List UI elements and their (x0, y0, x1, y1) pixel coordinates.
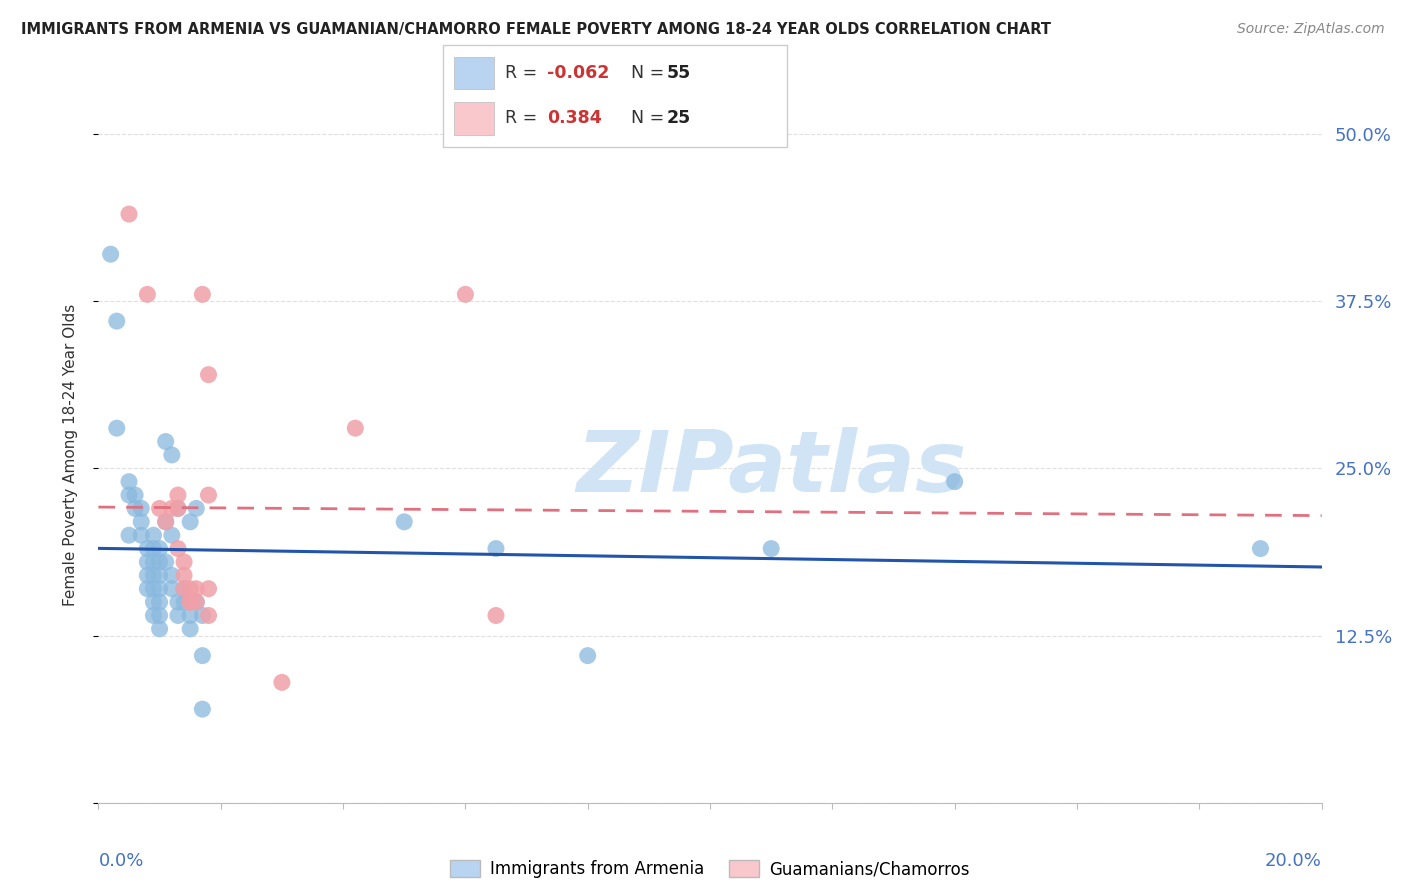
Point (454, 287, 477, 301)
Point (197, 582, 219, 596)
Point (167, 501, 190, 516)
Text: ZIPatlas: ZIPatlas (576, 427, 966, 510)
Point (149, 541, 172, 556)
Point (167, 541, 190, 556)
Point (186, 595, 208, 609)
Point (149, 595, 172, 609)
Point (142, 555, 165, 569)
Point (136, 541, 159, 556)
Text: N =: N = (620, 64, 669, 82)
Point (118, 475, 141, 489)
Point (173, 582, 195, 596)
Point (155, 515, 177, 529)
Point (149, 622, 172, 636)
Point (142, 595, 165, 609)
Point (186, 501, 208, 516)
Point (136, 568, 159, 582)
Point (167, 608, 190, 623)
Point (576, 648, 599, 663)
Point (160, 568, 183, 582)
Point (270, 675, 292, 690)
Point (179, 582, 201, 596)
Text: R =: R = (505, 64, 543, 82)
Point (344, 421, 367, 435)
Point (142, 608, 165, 623)
Text: IMMIGRANTS FROM ARMENIA VS GUAMANIAN/CHAMORRO FEMALE POVERTY AMONG 18-24 YEAR OL: IMMIGRANTS FROM ARMENIA VS GUAMANIAN/CHA… (21, 22, 1052, 37)
Point (173, 555, 195, 569)
Point (118, 488, 141, 502)
Point (167, 595, 190, 609)
Point (142, 541, 165, 556)
Point (129, 501, 152, 516)
Point (142, 528, 165, 542)
Point (179, 515, 201, 529)
Point (1249, 541, 1271, 556)
Point (179, 595, 201, 609)
Text: Source: ZipAtlas.com: Source: ZipAtlas.com (1237, 22, 1385, 37)
Point (160, 501, 183, 516)
Text: R =: R = (505, 110, 543, 128)
Point (155, 515, 177, 529)
Point (155, 555, 177, 569)
Text: 25: 25 (666, 110, 690, 128)
Point (129, 515, 152, 529)
Point (136, 287, 159, 301)
Point (191, 702, 214, 716)
Point (179, 608, 201, 623)
Point (392, 515, 416, 529)
Point (759, 541, 782, 556)
Point (173, 595, 195, 609)
Point (142, 582, 165, 596)
Point (118, 207, 141, 221)
Point (100, 247, 122, 261)
Point (124, 501, 146, 516)
Point (160, 528, 183, 542)
Point (179, 622, 201, 636)
Point (149, 568, 172, 582)
Text: N =: N = (620, 110, 669, 128)
Point (142, 568, 165, 582)
Point (191, 608, 214, 623)
Text: 20.0%: 20.0% (1265, 852, 1322, 870)
Point (186, 595, 208, 609)
Point (155, 434, 177, 449)
Point (105, 314, 128, 328)
Point (173, 582, 195, 596)
Point (105, 421, 128, 435)
Point (197, 368, 219, 382)
Point (167, 501, 190, 516)
Point (197, 608, 219, 623)
Point (136, 555, 159, 569)
Point (191, 648, 214, 663)
Point (943, 475, 966, 489)
Point (191, 287, 214, 301)
Point (149, 555, 172, 569)
Point (149, 582, 172, 596)
Legend: Immigrants from Armenia, Guamanians/Chamorros: Immigrants from Armenia, Guamanians/Cham… (443, 854, 977, 885)
Point (179, 595, 201, 609)
Text: 55: 55 (666, 64, 690, 82)
Text: 0.0%: 0.0% (98, 852, 143, 870)
Point (124, 488, 146, 502)
Point (129, 528, 152, 542)
Point (167, 488, 190, 502)
Point (485, 608, 508, 623)
Point (485, 541, 508, 556)
Point (149, 501, 172, 516)
Text: -0.062: -0.062 (547, 64, 609, 82)
Point (149, 608, 172, 623)
Point (136, 582, 159, 596)
Point (186, 582, 208, 596)
Point (118, 528, 141, 542)
Point (160, 448, 183, 462)
Point (160, 582, 183, 596)
Point (197, 488, 219, 502)
Y-axis label: Female Poverty Among 18-24 Year Olds: Female Poverty Among 18-24 Year Olds (63, 304, 77, 606)
Point (173, 568, 195, 582)
Text: 0.384: 0.384 (547, 110, 602, 128)
